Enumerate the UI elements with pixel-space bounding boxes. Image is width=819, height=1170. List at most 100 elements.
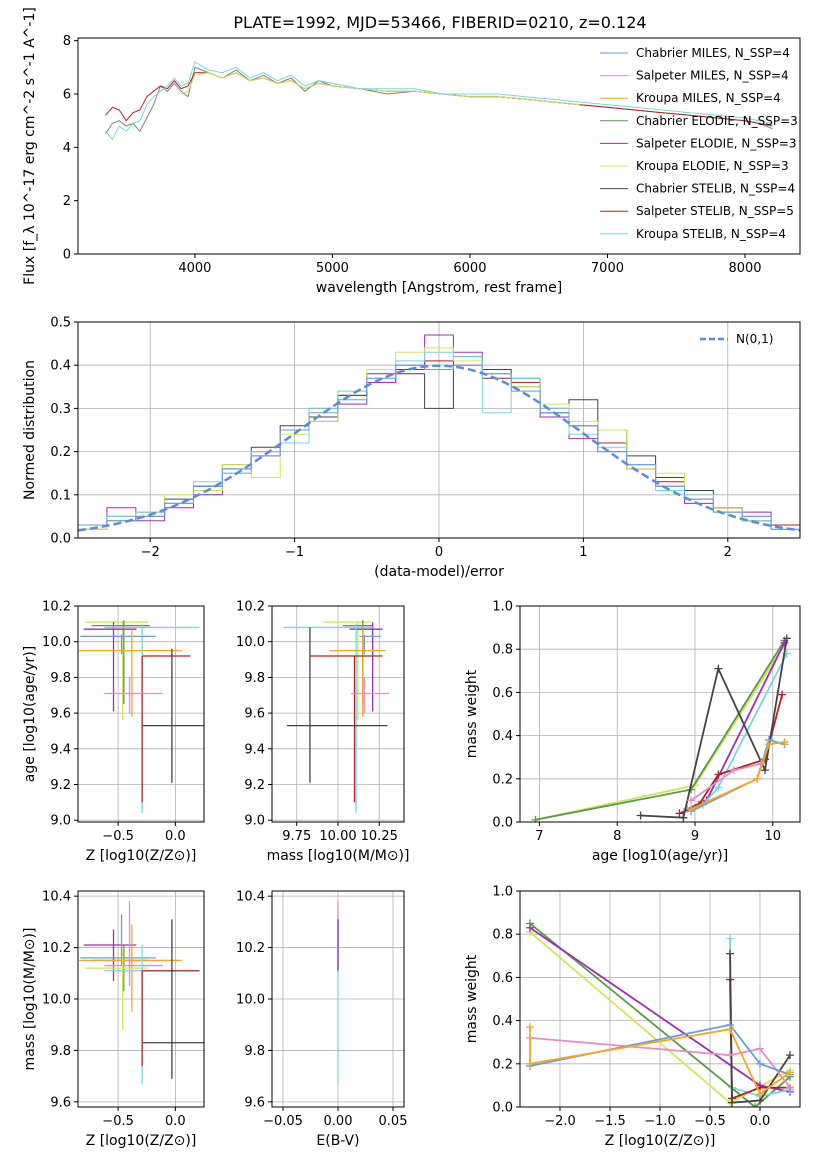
series-line-3 <box>78 347 800 530</box>
y-tick-label: 0.4 <box>492 1014 513 1029</box>
x-axis-label: (data-model)/error <box>374 564 504 580</box>
series-line-5 <box>640 638 788 819</box>
reference-gaussian-curve <box>78 364 800 532</box>
chart-residuals: −2 −1 0 1 2 0.0 0.1 0.2 0.3 0.4 0.5 (data-model)/er… <box>22 316 801 580</box>
data-point-marker <box>778 690 787 699</box>
x-tick-label: 0.00 <box>324 1114 353 1129</box>
y-tick-label: 6 <box>63 88 71 103</box>
plot-area <box>78 334 800 532</box>
x-tick-label: 7 <box>535 829 543 844</box>
y-tick-label: 9.0 <box>244 814 265 829</box>
y-tick-label: 1.0 <box>492 885 513 900</box>
y-tick-label: 0.0 <box>492 1101 513 1116</box>
x-tick-label: 2 <box>724 545 732 560</box>
x-tick-label: −2.0 <box>544 1114 576 1129</box>
data-point-marker <box>756 1044 764 1053</box>
data-point-marker <box>728 1098 736 1107</box>
chart-mass-vs-EBV: −0.05 0.00 0.05 9.6 9.8 10.0 10.2 10.4 E(B-V) <box>236 890 407 1149</box>
plot-area <box>526 919 794 1107</box>
x-tick-label: 0 <box>435 545 443 560</box>
x-axis-label: wavelength [Angstrom, rest frame] <box>316 280 562 296</box>
chart-mass-vs-Z: −0.5 0.0 9.6 9.8 10.0 10.2 10.4 Z [log10(Z/Z⊙)]… <box>22 890 205 1149</box>
data-point-marker <box>761 766 769 775</box>
y-tick-label: 9.2 <box>50 778 71 793</box>
series-line-5 <box>729 953 791 1104</box>
x-tick-label: 4000 <box>178 261 211 276</box>
data-point-marker <box>714 664 723 673</box>
data-point-marker <box>726 1051 734 1060</box>
data-point-marker <box>780 638 789 647</box>
data-point-marker <box>526 1059 534 1068</box>
data-point-marker <box>679 813 688 822</box>
x-axis-label: age [log10(age/yr)] <box>592 848 728 864</box>
x-tick-label: −1.0 <box>644 1114 676 1129</box>
y-tick-label: 0.3 <box>50 402 71 417</box>
data-point-marker <box>786 1083 794 1092</box>
data-point-marker <box>756 1059 764 1068</box>
y-tick-label: 10.0 <box>236 635 265 650</box>
data-point-marker <box>782 634 791 643</box>
x-tick-label: −1.5 <box>594 1114 626 1129</box>
y-tick-label: 9.6 <box>50 1095 71 1110</box>
x-tick-label: 6000 <box>453 261 486 276</box>
series-line-3 <box>105 61 773 141</box>
y-tick-label: 0.5 <box>50 316 71 331</box>
x-tick-label: 1 <box>579 545 587 560</box>
legend-label: Kroupa STELIB, N_SSP=4 <box>636 227 786 241</box>
figure-title: PLATE=1992, MJD=53466, FIBERID=0210, z=0… <box>233 13 646 32</box>
y-tick-label: 0.8 <box>492 643 513 658</box>
chart-age-vs-Z: −0.5 0.0 9.0 9.2 9.4 9.6 9.8 10.0 10.2 Z [log10(Z… <box>22 600 205 864</box>
y-tick-label: 9.6 <box>244 707 265 722</box>
plot-area <box>531 634 791 822</box>
data-point-marker <box>531 815 540 822</box>
axes-frame <box>77 37 801 255</box>
data-point-marker <box>526 923 534 932</box>
x-tick-label: −0.5 <box>694 1114 726 1129</box>
data-point-marker <box>714 783 723 792</box>
x-axis-label: E(B-V) <box>316 1133 359 1149</box>
y-tick-label: 9.6 <box>50 707 71 722</box>
legend-label: Salpeter MILES, N_SSP=4 <box>636 69 789 83</box>
y-axis-label: mass weight <box>464 669 480 758</box>
data-point-marker <box>726 949 734 958</box>
legend-label: Salpeter STELIB, N_SSP=5 <box>636 204 794 218</box>
legend-label: N(0,1) <box>736 332 773 346</box>
legend-label: Chabrier MILES, N_SSP=4 <box>636 46 790 60</box>
data-point-marker <box>729 766 738 775</box>
x-tick-label: −0.5 <box>102 1114 134 1129</box>
y-tick-label: 0.6 <box>492 971 513 986</box>
y-tick-label: 0.6 <box>492 686 513 701</box>
y-tick-label: 10.4 <box>236 890 265 905</box>
x-tick-label: −2 <box>141 545 160 560</box>
y-tick-label: 8 <box>63 34 71 49</box>
x-tick-label: 0.0 <box>750 1114 771 1129</box>
y-tick-label: 9.0 <box>50 814 71 829</box>
plot-area <box>79 901 204 1084</box>
chart-spectrum: 4000 5000 6000 7000 8000 0 2 4 6 8 wavelength [Ang… <box>22 7 801 296</box>
y-axis-label: Normed distribution <box>22 360 38 500</box>
data-point-marker <box>751 1103 759 1107</box>
x-tick-label: 8 <box>613 829 621 844</box>
plot-area <box>283 620 390 814</box>
y-axis-label: mass [log10(M/M⊙)] <box>22 928 38 1071</box>
series-line-4 <box>78 351 800 530</box>
data-point-marker <box>764 740 773 749</box>
chart-age-vs-mass: 9.75 10.00 10.25 9.0 9.2 9.4 9.6 9.8 10.0 10.2 mas… <box>236 600 409 865</box>
x-axis-label: Z [log10(Z/Z⊙)] <box>605 1133 716 1149</box>
x-tick-label: 10.25 <box>361 829 398 844</box>
y-tick-label: 0.0 <box>492 816 513 831</box>
data-point-marker <box>675 809 684 818</box>
series-line-5 <box>78 364 800 530</box>
y-tick-label: 0.8 <box>492 928 513 943</box>
data-point-marker <box>726 934 734 943</box>
x-axis-label: Z [log10(Z/Z⊙)] <box>86 1133 197 1149</box>
series-line-8 <box>690 741 785 810</box>
y-tick-label: 10.0 <box>236 993 265 1008</box>
y-tick-label: 9.6 <box>244 1095 265 1110</box>
x-axis-label: mass [log10(M/M⊙)] <box>267 848 410 864</box>
data-point-marker <box>753 774 762 783</box>
y-tick-label: 10.2 <box>236 941 265 956</box>
y-tick-label: 10.2 <box>236 600 265 615</box>
x-tick-label: 8000 <box>728 261 761 276</box>
